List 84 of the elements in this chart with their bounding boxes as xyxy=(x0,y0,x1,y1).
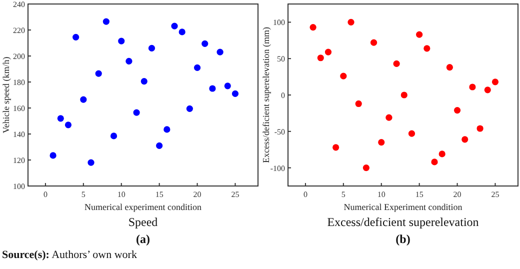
point xyxy=(194,64,201,71)
point xyxy=(492,78,499,86)
y-tick-label: 100 xyxy=(273,18,285,28)
y-tick-label: 160 xyxy=(13,104,25,113)
point xyxy=(209,85,216,92)
point xyxy=(118,38,125,44)
y-tick-label: 140 xyxy=(13,130,25,139)
point xyxy=(386,114,392,121)
point xyxy=(72,34,80,40)
text: (b) xyxy=(396,232,410,246)
text: (a) xyxy=(136,232,150,246)
text: Speed xyxy=(128,215,158,229)
point xyxy=(202,40,208,47)
y-tick-label: -100 xyxy=(270,164,285,173)
point xyxy=(186,105,193,112)
point xyxy=(393,60,400,67)
x-tick-label: 10 xyxy=(377,190,386,199)
point xyxy=(324,48,332,56)
y-tick-label: 0 xyxy=(281,91,285,100)
point xyxy=(64,122,72,128)
point xyxy=(476,125,484,132)
x-tick-label: 15 xyxy=(155,190,164,199)
point xyxy=(378,139,385,146)
x-tick-label: 0 xyxy=(43,190,48,199)
point xyxy=(224,82,231,90)
point xyxy=(362,164,370,172)
point xyxy=(438,150,446,158)
point xyxy=(216,48,224,56)
y-tick-label: 220 xyxy=(13,26,25,35)
y-axis-title: Excess/deficient superelevation (mm) xyxy=(261,27,271,163)
point xyxy=(462,136,468,143)
source-note: Source(s): Authors’ own work xyxy=(2,249,138,261)
point xyxy=(50,152,56,159)
y-tick-label: 180 xyxy=(13,78,25,87)
point xyxy=(57,115,64,122)
point xyxy=(232,90,239,97)
x-tick-label: 25 xyxy=(491,190,500,199)
point xyxy=(416,31,423,38)
x-tick-label: 20 xyxy=(453,190,462,199)
point xyxy=(110,132,118,140)
point xyxy=(408,130,416,137)
point xyxy=(484,86,491,94)
x-axis-title: Numerical Experiment condition xyxy=(344,202,463,212)
point xyxy=(310,24,316,31)
point xyxy=(370,39,378,46)
x-tick-label: 15 xyxy=(415,190,424,199)
point xyxy=(446,64,453,71)
point xyxy=(400,92,408,98)
point xyxy=(317,54,324,62)
point xyxy=(355,100,362,108)
point xyxy=(431,158,438,166)
point xyxy=(133,109,140,116)
point xyxy=(140,78,148,85)
y-tick-label: 50 xyxy=(277,54,285,64)
point xyxy=(102,18,110,25)
x-tick-label: 25 xyxy=(231,190,240,199)
point xyxy=(469,84,476,90)
point xyxy=(424,45,430,52)
text: Excess/deficient superelevation xyxy=(327,215,479,229)
y-tick-label: 100 xyxy=(13,182,25,191)
point xyxy=(148,44,156,52)
point xyxy=(156,142,163,149)
y-tick-label: 240 xyxy=(13,0,25,9)
y-axis-title: Vehicle speed (km/h) xyxy=(1,56,11,134)
x-tick-label: 10 xyxy=(117,190,126,199)
y-tick-label: 120 xyxy=(13,156,25,165)
point xyxy=(80,96,87,103)
point xyxy=(95,70,102,77)
y-tick-label: -50 xyxy=(274,127,285,136)
point xyxy=(178,28,186,36)
point xyxy=(340,72,347,80)
x-tick-label: 5 xyxy=(81,190,86,199)
point xyxy=(454,106,461,114)
x-tick-label: 5 xyxy=(341,190,346,199)
y-tick-label: 200 xyxy=(13,52,25,61)
point xyxy=(348,18,354,26)
x-axis-title: Numerical experiment condition xyxy=(84,202,202,212)
point xyxy=(171,22,178,30)
point xyxy=(126,58,132,64)
x-tick-label: 20 xyxy=(193,190,202,199)
point xyxy=(332,144,340,151)
point xyxy=(88,159,94,166)
point xyxy=(164,126,170,133)
x-tick-label: 0 xyxy=(303,190,308,199)
